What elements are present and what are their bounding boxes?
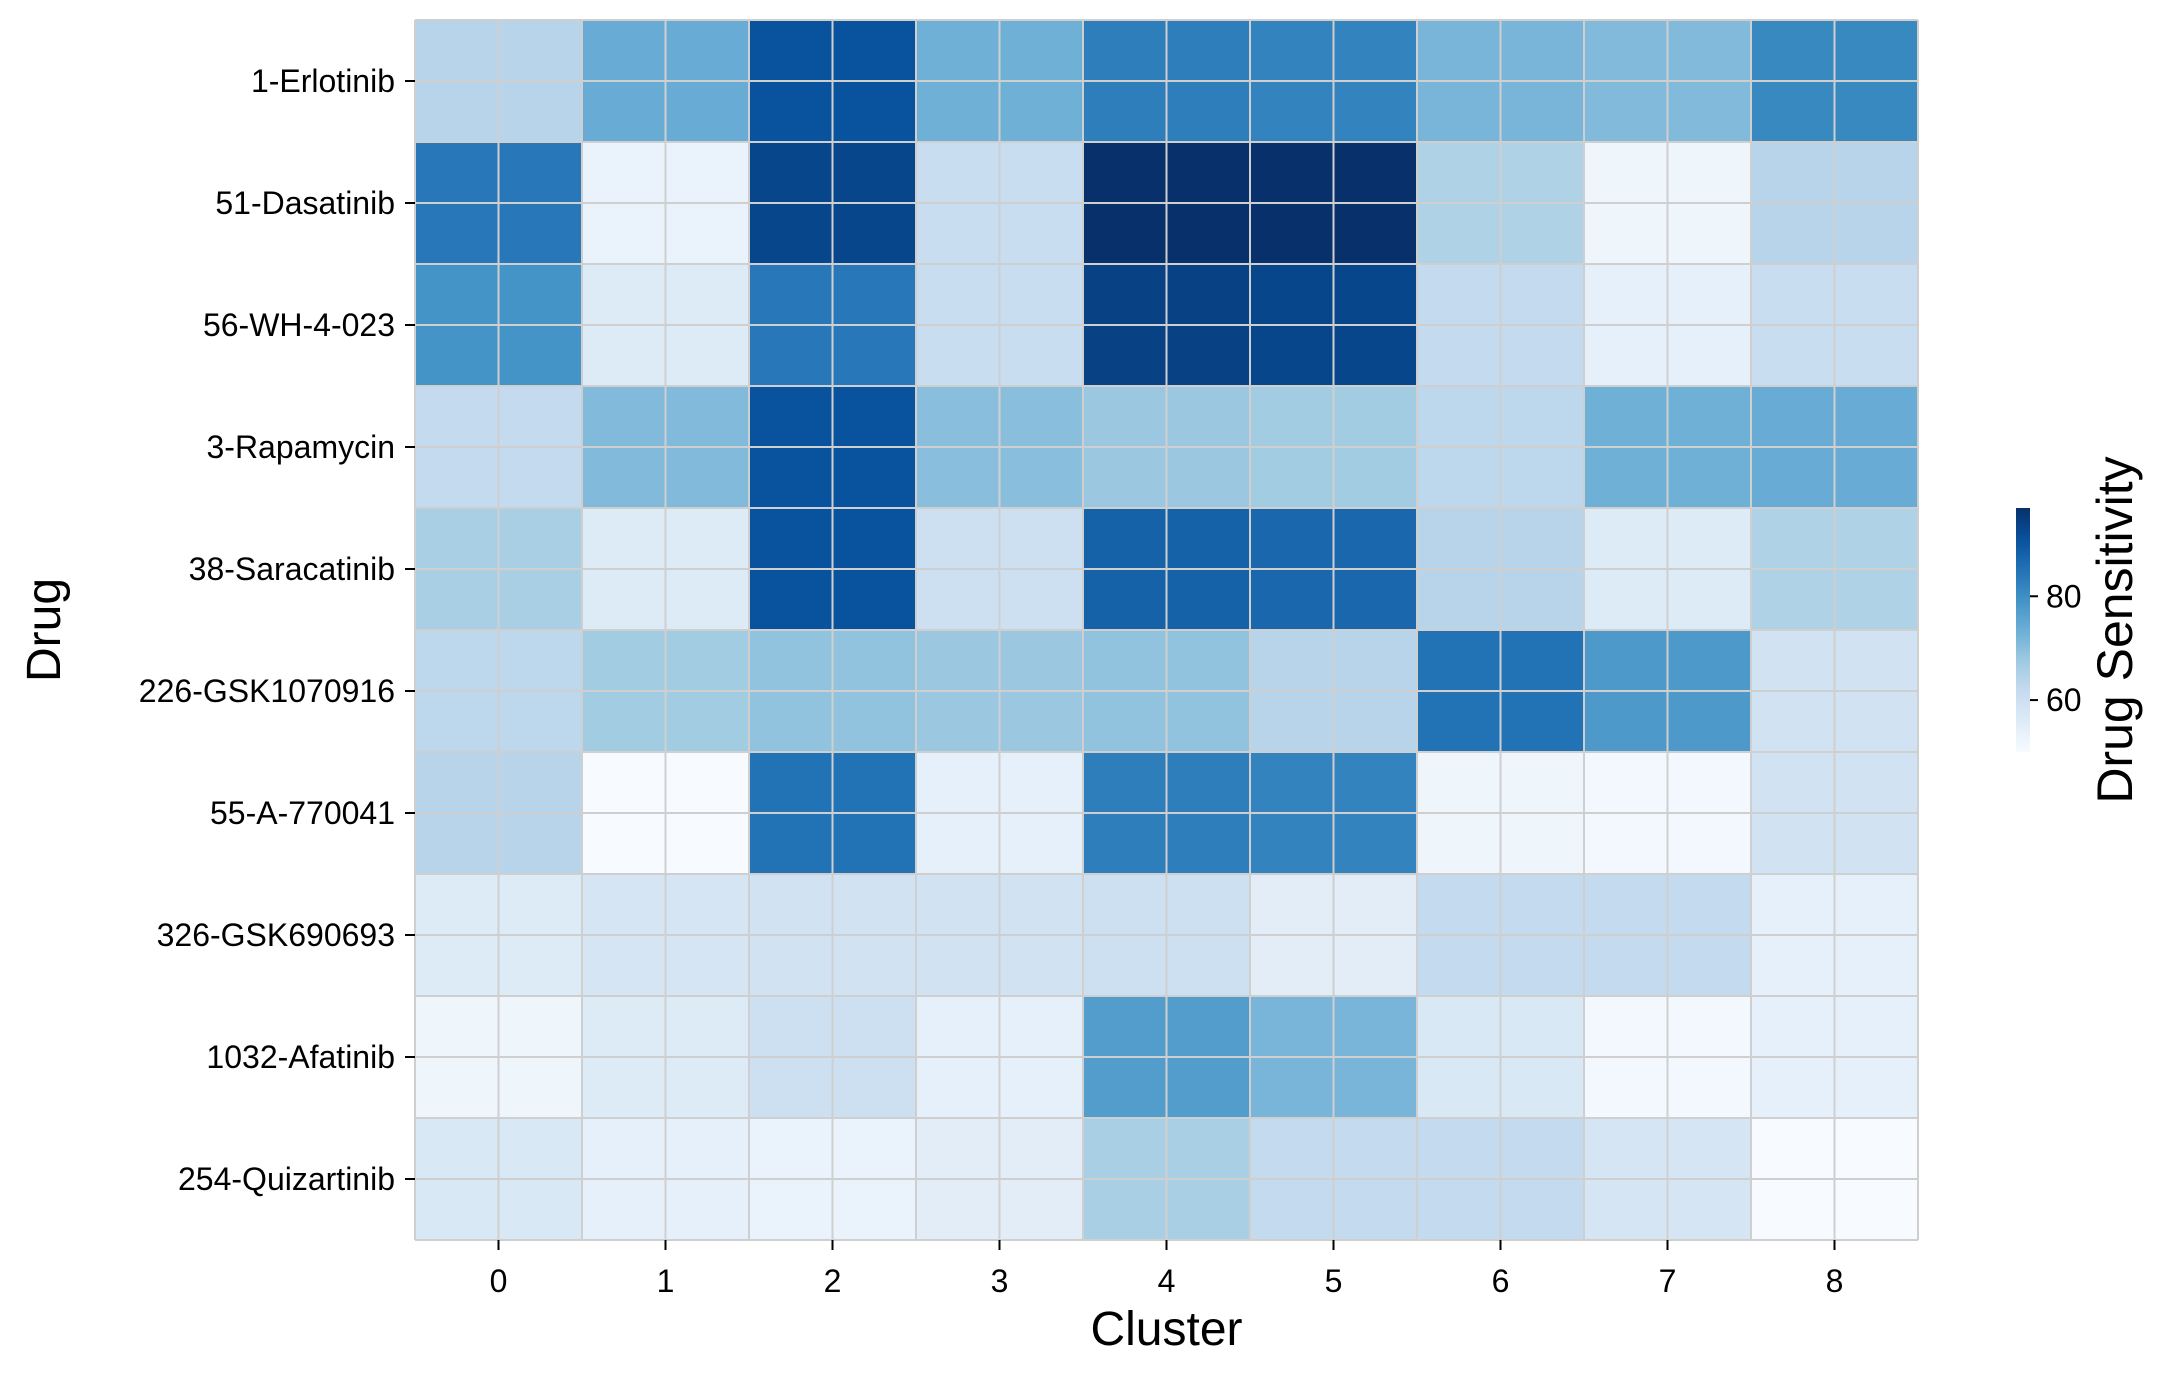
y-axis-title: Drug	[18, 578, 71, 682]
x-tick-label: 4	[1158, 1263, 1176, 1299]
y-tick-label: 56-WH-4-023	[203, 307, 395, 343]
x-tick-label: 0	[490, 1263, 508, 1299]
x-tick-label: 2	[824, 1263, 842, 1299]
y-tick-label: 3-Rapamycin	[206, 429, 395, 465]
y-tick-label: 1032-Afatinib	[206, 1039, 395, 1075]
x-tick-label: 3	[991, 1263, 1009, 1299]
x-tick-label: 5	[1325, 1263, 1343, 1299]
x-axis-title: Cluster	[1090, 1303, 1242, 1356]
y-tick-label: 55-A-770041	[210, 795, 395, 831]
y-tick-label: 38-Saracatinib	[189, 551, 395, 587]
x-tick-label: 8	[1826, 1263, 1844, 1299]
y-tick-label: 51-Dasatinib	[215, 185, 395, 221]
colorbar: 60 80 Drug Sensitivity	[2016, 456, 2143, 804]
colorbar-gradient	[2016, 508, 2030, 752]
heatmap-gridlines	[414, 19, 1919, 1241]
x-axis-ticks: 0 1 2 3 4 5 6 7 8	[490, 1240, 1844, 1299]
x-tick-label: 6	[1492, 1263, 1510, 1299]
x-tick-label: 7	[1659, 1263, 1677, 1299]
colorbar-tick-label: 60	[2046, 682, 2082, 718]
y-tick-label: 254-Quizartinib	[178, 1161, 395, 1197]
colorbar-title: Drug Sensitivity	[2087, 456, 2143, 803]
y-tick-label: 226-GSK1070916	[139, 673, 395, 709]
colorbar-tick-label: 80	[2046, 578, 2082, 614]
colorbar-ticks: 60 80	[2030, 578, 2082, 718]
x-tick-label: 1	[657, 1263, 675, 1299]
y-tick-label: 1-Erlotinib	[251, 63, 395, 99]
y-tick-label: 326-GSK690693	[157, 917, 395, 953]
y-axis-ticks: 1-Erlotinib 51-Dasatinib 56-WH-4-023 3-Rapa…	[139, 63, 415, 1197]
